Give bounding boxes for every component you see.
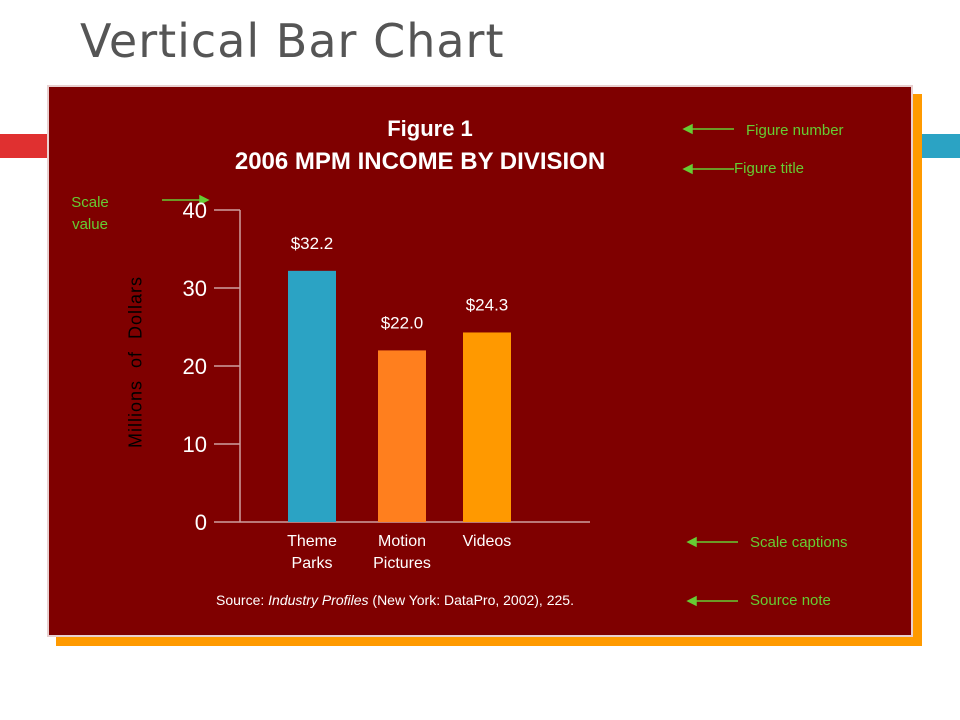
x-tick-label: Theme: [287, 533, 337, 550]
x-tick-label: Parks: [292, 555, 333, 572]
source-prefix: Source:: [216, 592, 269, 608]
accent-bar-left: [0, 134, 52, 158]
y-tick-label: 20: [183, 354, 207, 379]
source-suffix: (New York: DataPro, 2002), 225.: [368, 592, 574, 608]
scale-value-annotation: Scale value: [71, 194, 109, 233]
figure-title-annotation: Figure title: [734, 160, 805, 177]
bar-0: [288, 270, 336, 522]
scale-value-arrowhead: [199, 194, 210, 206]
source-note: Source: Industry Profiles (New York: Dat…: [216, 592, 574, 608]
y-tick-label: 30: [183, 276, 207, 301]
annotation-arrows: [162, 123, 738, 607]
y-tick-label: 40: [183, 198, 207, 223]
chart-bars: $32.2 Theme Parks $22.0 Motion Pictures $24.3 V…: [287, 234, 511, 572]
source-note-annotation: Source note: [750, 592, 831, 609]
bar-1: [378, 350, 426, 522]
bar-2: [463, 332, 511, 522]
source-title: Industry Profiles: [268, 592, 369, 608]
data-label: $24.3: [466, 295, 509, 314]
data-label: $22.0: [381, 313, 424, 332]
source-note-arrowhead: [686, 595, 697, 607]
figure-number-arrowhead: [682, 123, 693, 135]
x-tick-label: Pictures: [373, 555, 431, 572]
data-label: $32.2: [291, 234, 334, 253]
y-tick-label: 0: [195, 510, 207, 535]
figure-title: 2006 MPM INCOME BY DIVISION: [234, 148, 606, 175]
scale-captions-annotation: Scale captions: [750, 534, 848, 551]
y-tick-label: 10: [183, 432, 207, 457]
x-tick-label: Videos: [463, 533, 512, 550]
figure-number: Figure 1: [387, 116, 473, 141]
x-tick-label: Motion: [378, 533, 426, 550]
slide-title: Vertical Bar Chart: [80, 14, 505, 68]
figure-number-annotation: Figure number: [746, 122, 844, 139]
figure-title-arrowhead: [682, 163, 693, 175]
scale-captions-arrowhead: [686, 536, 697, 548]
